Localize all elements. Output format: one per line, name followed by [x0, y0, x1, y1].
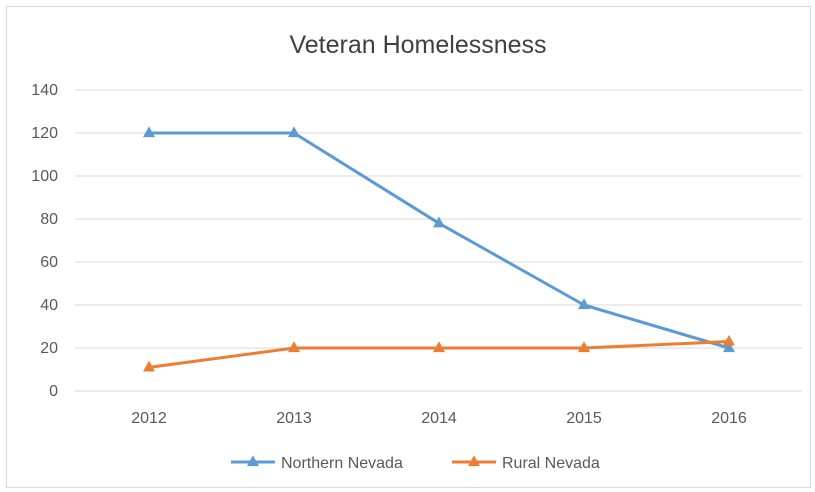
y-tick-label: 120	[31, 125, 58, 142]
x-tick-label: 2012	[131, 410, 167, 427]
y-tick-label: 20	[40, 340, 58, 357]
legend-label: Rural Nevada	[502, 455, 600, 472]
y-tick-label: 80	[40, 211, 58, 228]
series-0	[143, 126, 735, 353]
data-point-marker	[578, 298, 590, 310]
x-tick-label: 2016	[711, 410, 747, 427]
chart-area	[6, 6, 811, 488]
legend-item: Rural Nevada	[452, 455, 600, 472]
y-tick-label: 40	[40, 297, 58, 314]
x-tick-label: 2013	[276, 410, 312, 427]
legend-marker	[468, 455, 480, 467]
data-point-marker	[433, 341, 445, 353]
legend-label: Northern Nevada	[281, 455, 403, 472]
y-tick-label: 60	[40, 254, 58, 271]
data-point-marker	[723, 334, 735, 346]
data-point-marker	[143, 126, 155, 138]
data-point-marker	[433, 216, 445, 228]
series-1	[143, 334, 735, 372]
data-point-marker	[723, 341, 735, 353]
chart-title: Veteran Homelessness	[289, 31, 546, 59]
x-tick-label: 2015	[566, 410, 602, 427]
data-point-marker	[288, 126, 300, 138]
y-axis-tick-labels: 0 20 40 60 80 100 120 140	[31, 82, 58, 400]
y-tick-label: 100	[31, 168, 58, 185]
x-axis-tick-labels: 2012 2013 2014 2015 2016	[131, 410, 747, 427]
data-point-marker	[143, 360, 155, 372]
legend-marker	[247, 455, 259, 467]
y-tick-label: 140	[31, 82, 58, 99]
x-tick-label: 2014	[421, 410, 457, 427]
data-point-marker	[288, 341, 300, 353]
data-point-marker	[578, 341, 590, 353]
y-tick-label: 0	[49, 383, 58, 400]
series-lines	[143, 126, 735, 372]
legend: Northern Nevada Rural Nevada	[231, 455, 600, 472]
legend-item: Northern Nevada	[231, 455, 403, 472]
series-line	[147, 131, 731, 350]
